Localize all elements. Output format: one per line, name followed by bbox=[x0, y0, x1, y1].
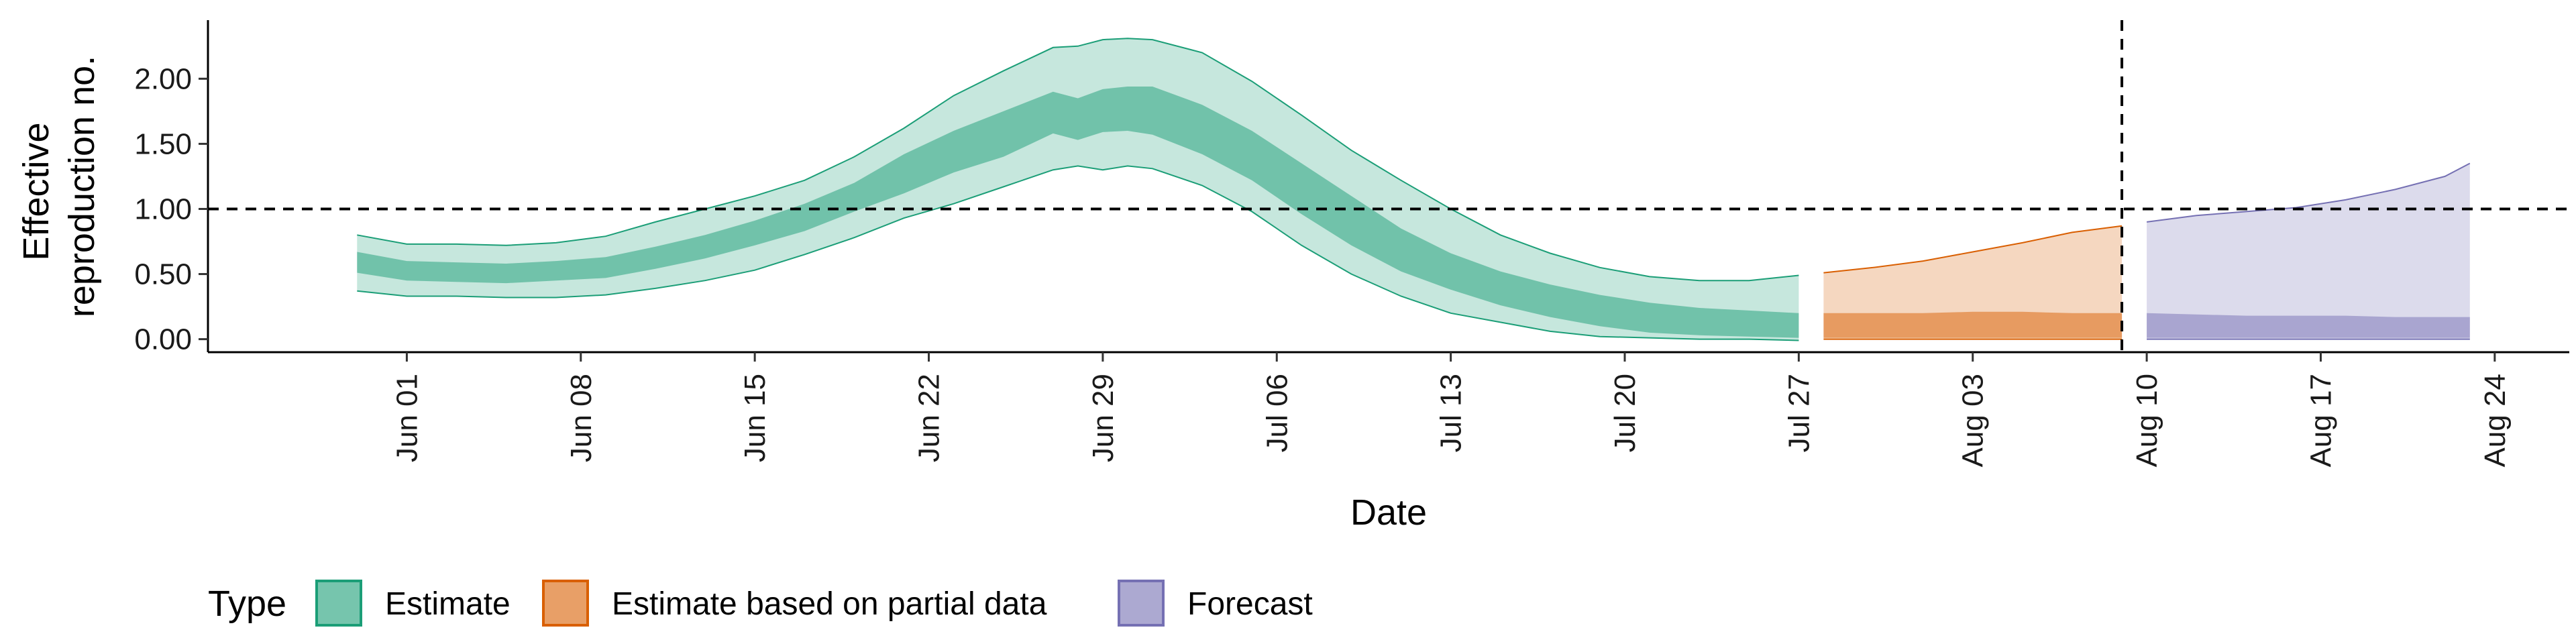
legend-label-forecast: Forecast bbox=[1187, 586, 1313, 622]
x-tick-label: Jun 29 bbox=[1087, 374, 1120, 462]
x-tick-label: Jul 06 bbox=[1260, 374, 1293, 452]
x-tick-label: Jun 22 bbox=[913, 374, 946, 462]
x-tick-label: Aug 17 bbox=[2305, 374, 2338, 467]
x-tick-label: Jul 27 bbox=[1782, 374, 1815, 452]
y-tick-label: 2.00 bbox=[134, 62, 192, 95]
y-axis-title-line-2: reproduction no. bbox=[62, 56, 102, 317]
legend-title: Type bbox=[208, 584, 286, 624]
y-tick-label: 0.50 bbox=[134, 258, 192, 291]
x-tick-label: Jun 08 bbox=[565, 374, 598, 462]
x-tick-label: Aug 10 bbox=[2131, 374, 2163, 467]
x-tick-label: Jun 01 bbox=[390, 374, 423, 462]
band-90-upper-edge-forecast bbox=[2146, 162, 2471, 223]
band-90-upper-edge-estimate bbox=[357, 38, 1799, 282]
x-tick-label: Aug 03 bbox=[1957, 374, 1990, 467]
bands-layer bbox=[357, 38, 2471, 341]
y-tick-label: 1.00 bbox=[134, 193, 192, 225]
band-50-estimate bbox=[357, 87, 1799, 338]
x-tick-label: Jul 13 bbox=[1435, 374, 1468, 452]
legend-key-partial bbox=[542, 580, 589, 627]
band-90-lower-edge-estimate bbox=[357, 165, 1799, 341]
band-50-forecast bbox=[2147, 313, 2470, 338]
axis-titles: Date Effective reproduction no. bbox=[16, 56, 1427, 533]
y-tick-label: 1.50 bbox=[134, 127, 192, 160]
band-90-upper-edge-estimate-based-on-partial-data bbox=[1823, 225, 2123, 274]
axes-layer: 0.00 0.50 1.00 1.50 2.00 Jun 01 Jun 08 Jun 15 Ju… bbox=[134, 20, 2569, 467]
y-axis-title-line-1: Effective bbox=[16, 122, 56, 260]
band-90-estimate-based-on-partial-data bbox=[1823, 225, 2123, 339]
legend-label-partial: Estimate based on partial data bbox=[612, 586, 1047, 622]
band-90-forecast bbox=[2147, 163, 2470, 339]
legend-key-forecast bbox=[1118, 580, 1165, 627]
x-axis-title: Date bbox=[1350, 492, 1427, 533]
legend: Type Estimate Estimate based on partial … bbox=[208, 580, 1313, 627]
band-50-estimate-based-on-partial-data bbox=[1823, 311, 2123, 338]
y-axis-title: Effective reproduction no. bbox=[16, 56, 102, 317]
x-tick-label: Jul 20 bbox=[1609, 374, 1642, 452]
x-tick-label: Aug 24 bbox=[2479, 374, 2512, 467]
x-tick-label: Jun 15 bbox=[739, 374, 771, 462]
legend-label-estimate: Estimate bbox=[385, 586, 511, 622]
y-tick-label: 0.00 bbox=[134, 323, 192, 356]
legend-key-estimate bbox=[315, 580, 362, 627]
